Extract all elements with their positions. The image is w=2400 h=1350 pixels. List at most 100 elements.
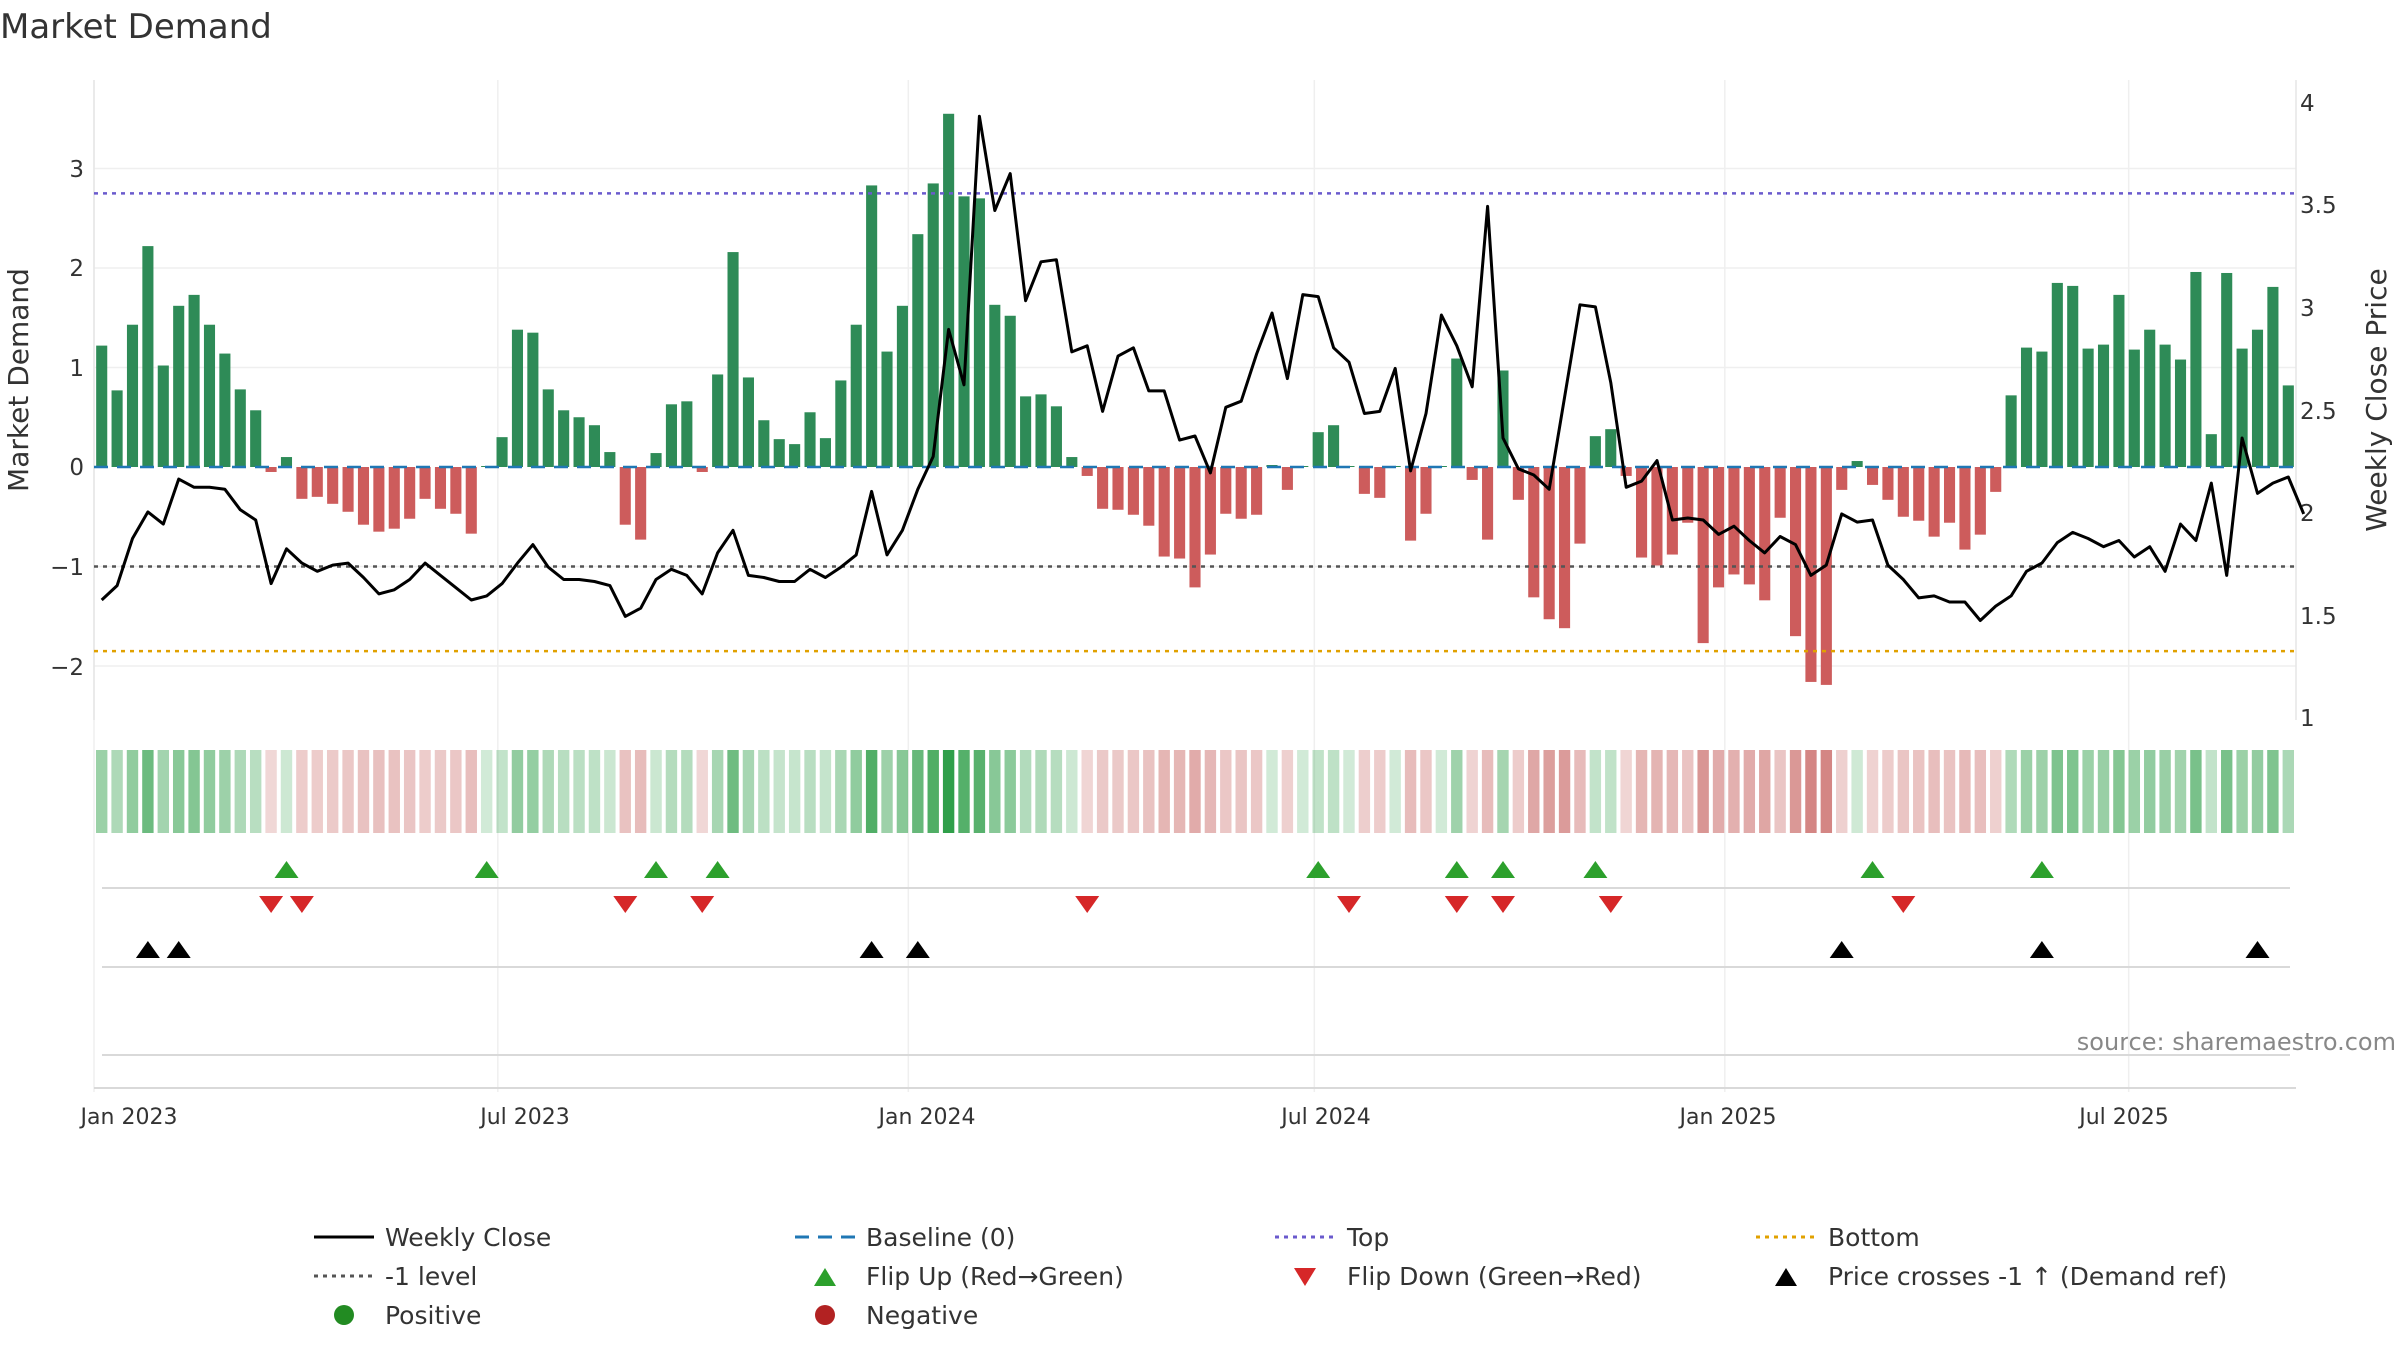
heat-strip-cell [1235,750,1247,833]
legend-label: Positive [385,1301,481,1330]
heat-strip-cell [1990,750,2002,833]
reference-lines [94,192,2296,653]
demand-bar [881,351,893,467]
heat-strip-cell [1697,750,1709,833]
heat-strip-cell [1250,750,1263,833]
demand-bar [311,467,323,497]
heat-strip-cell [1543,750,1555,833]
heat-strip-cell [696,750,708,833]
demand-bar [1990,467,2002,492]
heat-strip-cell [1019,750,1032,833]
heat-strip-cell [1728,750,1740,833]
heat-strip-cell [942,750,955,833]
demand-bar [1081,467,1093,476]
y2-tick-label: 2 [2300,501,2315,527]
demand-bar [1097,467,1109,509]
heat-strip-cell [1466,750,1478,833]
demand-bar [1943,467,1956,523]
demand-bar [1004,315,1016,467]
heat-strip-cell [311,750,323,833]
heat-strip-cell [742,750,755,833]
demand-bar [1882,467,1894,500]
demand-bar [1790,467,1802,637]
y-axis-label: Market Demand [2,268,35,492]
demand-bar [619,467,631,525]
demand-bar [665,404,677,467]
heat-strip-cell [172,750,185,833]
demand-bar [573,417,585,467]
heat-strip-cell [450,750,462,833]
heat-strip-cell [1913,750,1925,833]
price-cross-marker [135,941,160,958]
heat-strip-cell [419,750,431,833]
price-cross-marker [2245,941,2270,958]
x-tick-label: Jan 2023 [79,1105,178,1130]
heat-strip-cell [1897,750,1910,833]
demand-bar [2097,344,2110,467]
demand-bar [835,380,847,467]
heat-strip-cell [865,750,878,833]
flip-down-marker [1491,896,1515,913]
heat-strip-cell [773,750,785,833]
demand-bar [2251,329,2264,467]
heat-strip-cell [2221,750,2233,833]
demand-bar [1913,467,1925,521]
heat-strip-cell [1682,750,1694,833]
heat-strip-cell [1651,750,1663,833]
heat-strip-cell [958,750,970,833]
demand-bar [373,467,385,532]
demand-bar [1528,467,1540,598]
demand-bar [1189,467,1201,588]
heat-strip-cell [2051,750,2064,833]
demand-bar [1866,467,1879,485]
legend-label: Top [1346,1223,1389,1252]
heat-strip-cell [1374,750,1386,833]
heat-strip-cell [1451,750,1463,833]
heat-strip-cell [1173,750,1186,833]
demand-bar [989,304,1001,467]
price-cross-marker [1829,941,1854,958]
heat-strip-cell [1959,750,1971,833]
heat-strip-cell [634,750,647,833]
y-tick-label: 3 [69,157,84,183]
demand-bar [2267,286,2279,467]
demand-bar [404,467,416,519]
heat-strip-cell [1759,750,1771,833]
heat-strip-cell [1050,750,1063,833]
heat-strip-cell [2144,750,2156,833]
heat-strip-cell [542,750,554,833]
demand-bar [943,113,955,467]
heat-strip-cell [142,750,154,833]
heat-strip-cell [96,750,108,833]
price-cross-marker [166,941,191,958]
heat-strip-cell [1204,750,1217,833]
demand-bar [1066,457,1078,467]
heat-strip-cell [1574,750,1586,833]
y2-tick-label: 2.5 [2300,399,2337,425]
y-tick-label: 2 [69,256,84,282]
demand-bar [465,467,477,534]
heat-strip-cell [2005,750,2017,833]
flip-down-marker [1598,896,1623,913]
heat-strip-cell [804,750,816,833]
heat-strip-cell [511,750,524,833]
heat-strip-cell [2036,750,2048,833]
demand-bar [342,467,354,512]
heat-strip-cell [727,750,739,833]
heat-strip-cell [1435,750,1448,833]
demand-bar [1759,467,1771,601]
demand-bar [511,329,524,467]
demand-bar [588,425,600,467]
heat-strip-cell [2067,750,2079,833]
heat-strip-cell [2251,750,2264,833]
demand-bar [866,185,878,468]
demand-bar [219,353,231,467]
heat-strip-cell [2113,750,2125,833]
demand-bar [388,467,400,529]
demand-bar [188,294,200,467]
flip-up-marker [1491,861,1515,878]
marker-panels [102,861,2290,1056]
demand-bar [2221,272,2233,467]
heat-strip-cell [1358,750,1371,833]
demand-bar [1574,467,1586,544]
